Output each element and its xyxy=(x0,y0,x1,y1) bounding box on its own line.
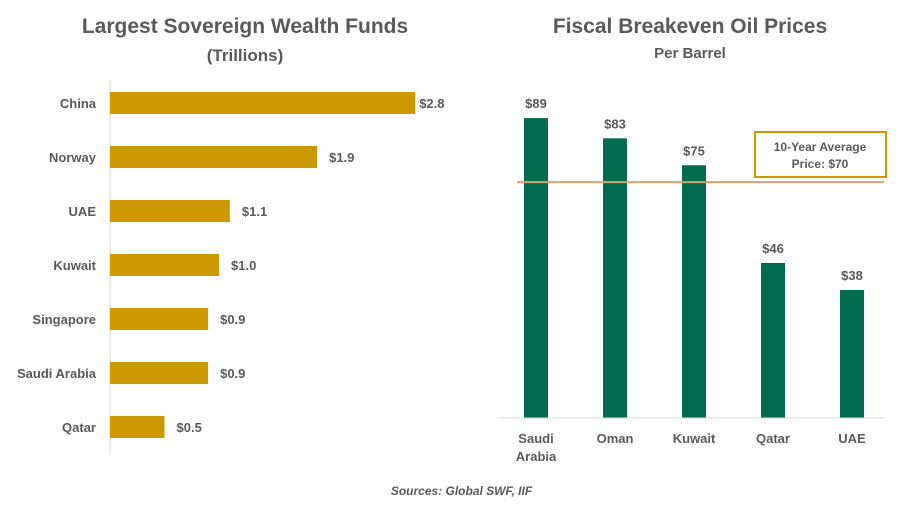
data-label: $2.8 xyxy=(419,96,444,111)
category-label: Kuwait xyxy=(673,431,716,446)
data-label: $83 xyxy=(604,116,626,131)
category-label: Saudi Arabia xyxy=(17,366,97,381)
bar xyxy=(761,262,785,418)
data-label: $89 xyxy=(525,96,547,111)
bar xyxy=(110,308,209,330)
category-label: Norway xyxy=(49,150,97,165)
right-chart-subtitle: Per Barrel xyxy=(654,45,726,62)
data-label: $1.9 xyxy=(329,150,354,165)
average-price-label: Price: $70 xyxy=(792,157,849,171)
data-label: $0.9 xyxy=(220,366,245,381)
left-chart-title: Largest Sovereign Wealth Funds xyxy=(81,15,409,38)
left-chart-subtitle: (Trillions) xyxy=(206,46,284,65)
bar xyxy=(682,165,706,418)
category-label: China xyxy=(60,96,97,111)
category-label: Arabia xyxy=(516,449,557,464)
data-label: $46 xyxy=(762,241,784,256)
bar xyxy=(840,289,864,418)
data-label: $0.9 xyxy=(220,312,245,327)
right-chart-title: Fiscal Breakeven Oil Prices xyxy=(552,15,828,38)
bar xyxy=(110,254,219,276)
bar xyxy=(603,138,627,419)
average-price-label: 10-Year Average xyxy=(774,140,867,154)
average-price-box xyxy=(754,131,887,178)
bar xyxy=(110,200,230,222)
bar xyxy=(110,416,165,438)
category-label: Kuwait xyxy=(53,258,96,273)
data-label: $1.1 xyxy=(242,204,267,219)
data-label: $1.0 xyxy=(231,258,256,273)
category-label: Oman xyxy=(597,431,634,446)
category-label: Qatar xyxy=(62,420,96,435)
category-label: Saudi xyxy=(518,431,553,446)
data-label: $75 xyxy=(683,143,705,158)
category-label: UAE xyxy=(69,204,97,219)
data-label: $38 xyxy=(841,268,863,283)
bar xyxy=(110,362,209,384)
category-label: Singapore xyxy=(32,312,96,327)
bar xyxy=(524,118,548,418)
source-note: Sources: Global SWF, IIF xyxy=(390,484,533,498)
data-label: $0.5 xyxy=(177,420,202,435)
bar xyxy=(110,92,416,114)
category-label: Qatar xyxy=(756,431,790,446)
category-label: UAE xyxy=(838,431,866,446)
bar xyxy=(110,146,318,168)
